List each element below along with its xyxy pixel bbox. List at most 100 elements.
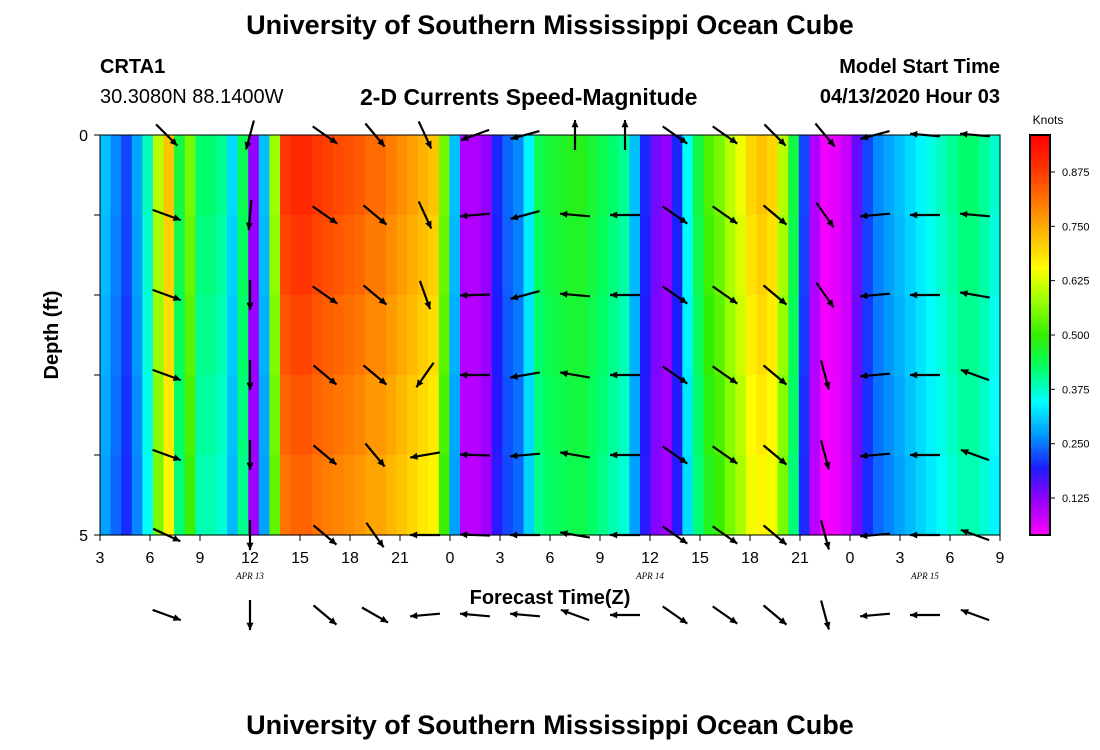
heatmap-cell [809,215,821,296]
heatmap-cell [851,295,863,376]
vector-arrow [246,280,254,310]
heatmap-cell [417,375,429,456]
vector-arrow [510,452,540,460]
heatmap-cell [841,215,853,296]
heatmap-cell [661,135,673,216]
vector-arrow [510,290,540,301]
heatmap-cell [851,215,863,296]
vector-arrow [860,292,890,300]
colorbar-tick-label: 0.125 [1062,493,1090,505]
heatmap-cell [280,375,292,456]
colorbar-title: Knots [1033,113,1064,127]
heatmap-cell [957,135,969,216]
heatmap-cell [184,215,196,296]
heatmap-cell [311,295,323,376]
heatmap-cell [587,375,599,456]
heatmap-cell [968,295,980,376]
vector-arrow [246,440,254,470]
heatmap-cell [650,375,662,456]
vector-arrow [610,451,640,459]
heatmap-cell [735,375,747,456]
heatmap-cell [258,295,271,376]
heatmap-cell [512,135,525,216]
heatmap-cell [904,375,916,456]
heatmap-cell [534,455,546,536]
vector-arrow [610,291,640,299]
vector-arrow [860,612,890,620]
heatmap-cell [872,215,885,296]
heatmap-cell [947,135,959,216]
heatmap-cell [745,455,758,536]
heatmap-cell [820,455,832,536]
heatmap-cell [682,215,694,296]
heatmap-cell [767,135,779,216]
heatmap-cell [904,295,916,376]
heatmap-cell [375,215,387,296]
heatmap-cell [692,295,705,376]
colorbar-tick-label: 0.875 [1062,167,1090,179]
vector-arrow [820,360,831,390]
vector-arrow [762,604,788,626]
heatmap-cell [947,295,959,376]
heatmap-cell [131,135,143,216]
x-tick-label: 12 [641,550,659,567]
vector-arrow [459,451,491,459]
heatmap-cell [841,295,853,376]
heatmap-cell [809,135,821,216]
heatmap-cell [110,135,122,216]
heatmap-cell [894,215,906,296]
heatmap-cell [385,375,398,456]
heatmap-cell [671,455,683,536]
heatmap-cell [809,295,821,376]
vector-arrow [410,451,440,460]
heatmap-cell [851,455,863,536]
heatmap-cell [534,215,546,296]
x-tick-label: 6 [946,550,955,567]
vector-arrow [510,610,540,618]
heatmap-cell [237,375,249,456]
heatmap-cell [184,375,196,456]
heatmap-cell [375,295,387,376]
heatmap-cell [894,295,906,376]
heatmap-cell [608,215,620,296]
heatmap-cell [205,455,218,536]
heatmap-cell [131,375,143,456]
heatmap-cell [110,375,122,456]
vector-arrow [152,208,182,222]
heatmap-cell [407,455,419,536]
heatmap-cell [512,375,525,456]
heatmap-cell [830,455,842,536]
x-axis: 3 6 9 12 15 18 21 0 3 6 9 12 15 18 21 0 3 6 9 APR 13 APR 14 A… [96,535,1005,581]
heatmap-cell [767,295,779,376]
heatmap-cell [301,455,313,536]
heatmap-cell [872,455,885,536]
heatmap-cell [565,135,578,216]
colorbar: Knots 0.125 0.250 0.375 0.500 0.625 0.750 0.87… [1029,113,1090,536]
heatmap-cell [798,135,811,216]
heatmap-cell [989,295,1001,376]
heatmap-cell [777,135,789,216]
colorbar-tick-label: 0.750 [1062,221,1090,233]
heatmap-cell [576,455,588,536]
heatmap-cell [385,215,398,296]
heatmap-cell [481,135,493,216]
heatmap-cell [290,215,302,296]
heatmap-cell [195,135,207,216]
heatmap-cell [216,455,228,536]
heatmap-cell [904,215,916,296]
heatmap-cell [269,295,281,376]
station-id: CRTA1 [100,56,166,78]
x-tick-label: 15 [691,550,709,567]
heatmap-cell [597,295,609,376]
heatmap-cell [788,295,800,376]
x-tick-label: 21 [791,550,809,567]
heatmap-cell [862,135,874,216]
x-tick-label: 15 [291,550,309,567]
heatmap-cell [428,215,440,296]
x-tick-label: 12 [241,550,259,567]
heatmap-cell [629,455,641,536]
heatmap-cell [280,135,292,216]
heatmap-cell [248,135,260,216]
vector-arrow [910,371,940,379]
heatmap-cell [227,135,239,216]
